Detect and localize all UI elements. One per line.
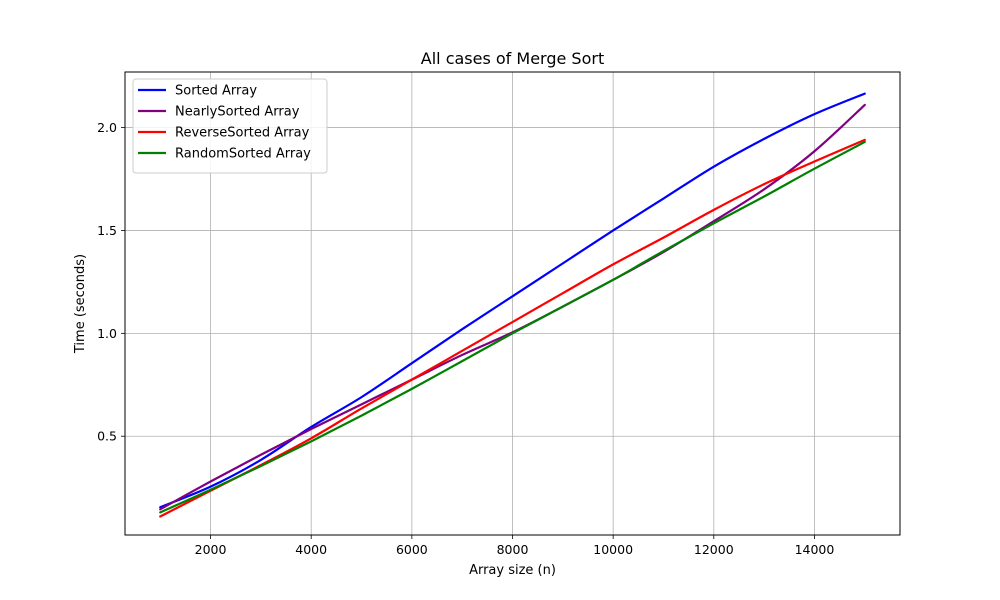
legend-label: ReverseSorted Array (175, 126, 310, 141)
y-tick-label: 2.0 (97, 120, 117, 135)
y-tick-label: 0.5 (97, 429, 117, 444)
chart-title: All cases of Merge Sort (421, 49, 604, 68)
legend-label: NearlySorted Array (175, 105, 300, 120)
series-lines (159, 92, 866, 518)
y-tick-label: 1.5 (97, 223, 117, 238)
x-axis-label: Array size (n) (469, 563, 556, 578)
series-line-3 (159, 140, 866, 514)
x-tick-label: 14000 (795, 542, 835, 557)
legend-label: RandomSorted Array (175, 147, 311, 162)
legend-box (132, 78, 328, 174)
y-tick-label: 1.0 (97, 326, 117, 341)
series-line-2 (159, 138, 866, 518)
x-tick-label: 4000 (295, 542, 327, 557)
x-tick-label: 6000 (396, 542, 428, 557)
x-tick-label: 12000 (694, 542, 734, 557)
legend: Sorted Array NearlySorted Array ReverseSor… (132, 78, 328, 174)
axis-ticks: 2000 4000 6000 8000 10000 12000 14000 0.5 1.0 1.5… (97, 120, 834, 557)
x-tick-label: 2000 (195, 542, 227, 557)
x-tick-label: 10000 (593, 542, 633, 557)
legend-label: Sorted Array (175, 84, 257, 99)
series-line-0 (159, 92, 866, 509)
x-tick-label: 8000 (497, 542, 529, 557)
grid (125, 72, 900, 535)
y-axis-label: Time (seconds) (73, 254, 88, 354)
